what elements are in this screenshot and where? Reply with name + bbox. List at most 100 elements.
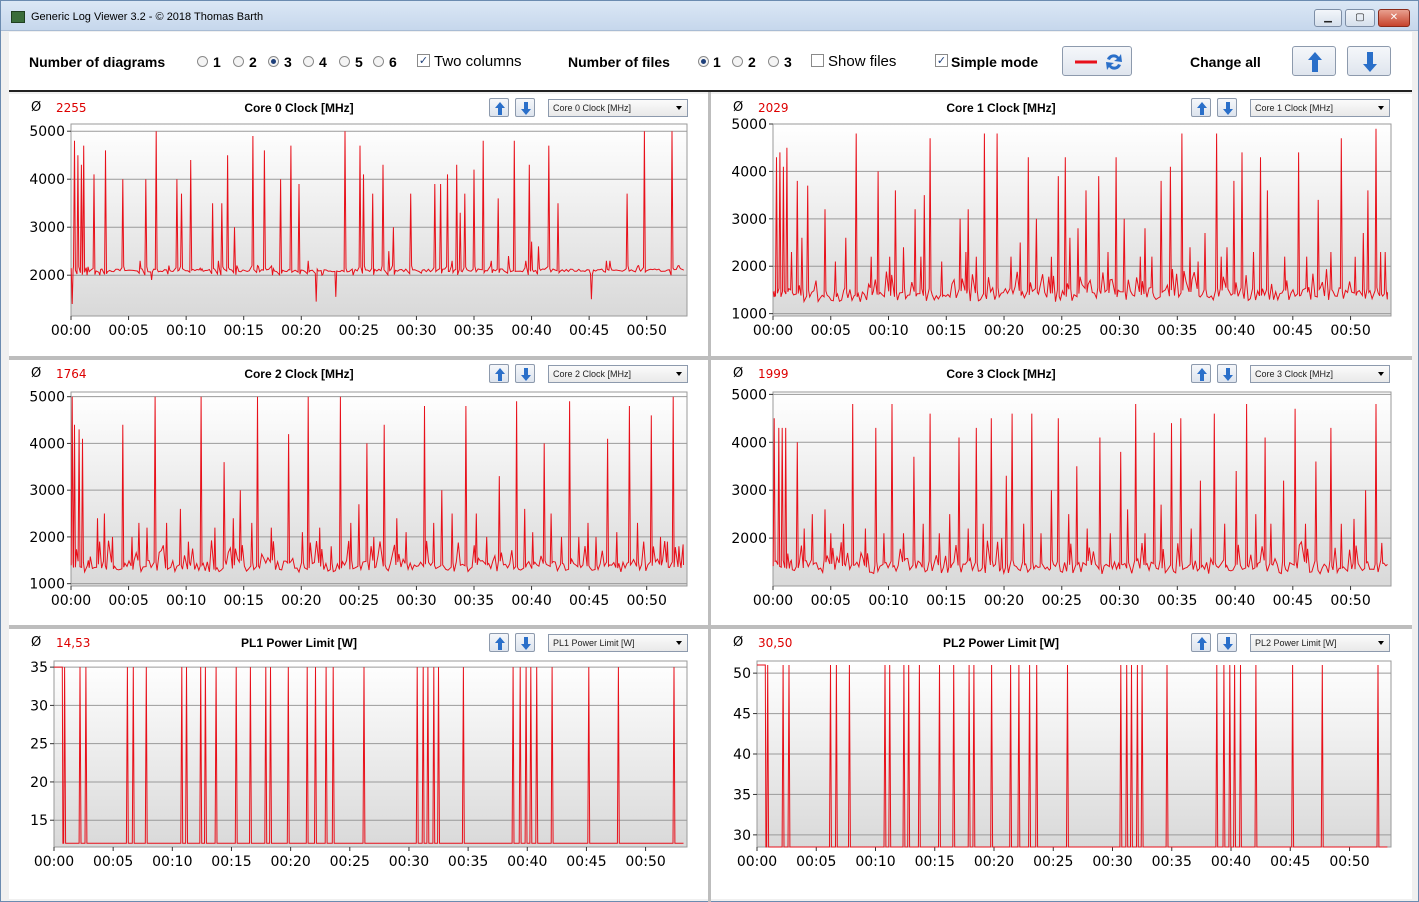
color-swap-button[interactable] <box>1062 46 1132 76</box>
simple-mode-label: Simple mode <box>951 54 1039 70</box>
x-tick-label: 00:45 <box>1273 323 1313 339</box>
files-radio-1[interactable] <box>698 56 709 67</box>
average-symbol: Ø <box>733 100 744 115</box>
series-up-button[interactable] <box>489 633 509 652</box>
diagrams-radio-4[interactable] <box>303 56 314 67</box>
average-value: 2255 <box>56 101 87 115</box>
y-tick-label: 40 <box>733 747 751 763</box>
series-down-button[interactable] <box>1217 364 1237 383</box>
x-tick-label: 00:30 <box>1099 593 1139 609</box>
x-tick-label: 00:40 <box>1215 593 1255 609</box>
series-line <box>772 128 1388 304</box>
y-tick-label: 20 <box>30 775 48 791</box>
x-tick-label: 00:35 <box>454 593 494 609</box>
series-line <box>772 403 1388 576</box>
series-down-button[interactable] <box>1217 98 1237 117</box>
series-down-button[interactable] <box>515 633 535 652</box>
series-select[interactable]: Core 1 Clock [MHz] <box>1250 99 1390 117</box>
x-tick-label: 00:15 <box>915 854 955 870</box>
x-tick-label: 00:20 <box>984 323 1024 339</box>
x-tick-label: 00:05 <box>108 593 148 609</box>
minimize-button[interactable]: ▁ <box>1314 9 1342 27</box>
series-select-value: Core 1 Clock [MHz] <box>1255 103 1334 113</box>
diagrams-radio-5[interactable] <box>339 56 350 67</box>
series-up-button[interactable] <box>489 364 509 383</box>
series-select[interactable]: Core 3 Clock [MHz] <box>1250 365 1390 383</box>
series-up-button[interactable] <box>489 98 509 117</box>
line-chart: 2000 3000 4000 5000 00:00 00:05 00:10 00:15 00:2… <box>29 123 688 339</box>
title-bar: Generic Log Viewer 3.2 - © 2018 Thomas B… <box>1 1 1418 31</box>
chart-panel: 2000 3000 4000 5000 00:00 00:05 00:10 00:15 00:2… <box>9 94 708 356</box>
x-tick-label: 00:25 <box>339 323 379 339</box>
series-up-button[interactable] <box>1191 364 1211 383</box>
average-value: 1764 <box>56 367 87 381</box>
files-radio-2[interactable] <box>732 56 743 67</box>
series-select-value: PL1 Power Limit [W] <box>553 638 635 648</box>
change-all-up-button[interactable] <box>1292 46 1336 76</box>
y-tick-label: 25 <box>30 737 48 753</box>
line-chart: 1000 2000 3000 4000 5000 00:00 00:05 00:10 00:15… <box>731 117 1392 339</box>
chevron-down-icon <box>1378 106 1384 110</box>
series-down-button[interactable] <box>515 98 535 117</box>
average-symbol: Ø <box>31 100 42 115</box>
files-option-label: 1 <box>713 54 721 70</box>
series-up-button[interactable] <box>1191 633 1211 652</box>
series-down-button[interactable] <box>515 364 535 383</box>
y-tick-label: 35 <box>733 787 751 803</box>
series-line <box>54 666 684 844</box>
x-tick-label: 00:20 <box>984 593 1024 609</box>
y-tick-label: 3000 <box>731 483 767 499</box>
arrow-up-icon <box>495 637 505 650</box>
x-tick-label: 00:15 <box>926 593 966 609</box>
x-tick-label: 00:40 <box>511 323 551 339</box>
diagrams-option-label: 6 <box>389 54 397 70</box>
x-tick-label: 00:30 <box>396 323 436 339</box>
change-all-down-button[interactable] <box>1347 46 1391 76</box>
diagrams-radio-3[interactable] <box>268 56 279 67</box>
average-value: 30,50 <box>758 636 793 650</box>
line-chart: 30 35 40 45 50 00:00 00:05 00:10 00:15 00:20 00:25… <box>733 660 1392 870</box>
diagrams-radio-2[interactable] <box>233 56 244 67</box>
x-tick-label: 00:05 <box>811 593 851 609</box>
two-columns-label: Two columns <box>434 53 522 70</box>
files-radio-3[interactable] <box>768 56 779 67</box>
series-select[interactable]: Core 0 Clock [MHz] <box>548 99 688 117</box>
y-tick-label: 5000 <box>29 124 65 140</box>
x-tick-label: 00:25 <box>1042 593 1082 609</box>
show-files-checkbox[interactable] <box>811 54 824 67</box>
x-tick-label: 00:50 <box>625 854 665 870</box>
x-tick-label: 00:05 <box>811 323 851 339</box>
arrow-up-icon <box>1308 52 1322 72</box>
y-tick-label: 5000 <box>731 387 767 403</box>
series-select[interactable]: PL2 Power Limit [W] <box>1250 634 1390 652</box>
series-select-value: Core 2 Clock [MHz] <box>553 369 632 379</box>
x-tick-label: 00:05 <box>796 854 836 870</box>
series-up-button[interactable] <box>1191 98 1211 117</box>
diagrams-radio-6[interactable] <box>373 56 384 67</box>
y-tick-label: 30 <box>733 828 751 844</box>
average-symbol: Ø <box>31 635 42 650</box>
average-value: 1999 <box>758 367 789 381</box>
y-tick-label: 1000 <box>29 577 65 593</box>
two-columns-checkbox[interactable]: ✓ <box>417 54 430 67</box>
close-button[interactable]: ✕ <box>1378 9 1410 27</box>
maximize-button[interactable]: ▢ <box>1345 9 1375 27</box>
chart-title: Core 3 Clock [MHz] <box>946 367 1056 381</box>
y-tick-label: 3000 <box>29 483 65 499</box>
x-tick-label: 00:00 <box>51 323 91 339</box>
x-tick-label: 00:25 <box>1033 854 1073 870</box>
series-down-button[interactable] <box>1217 633 1237 652</box>
x-tick-label: 00:10 <box>855 854 895 870</box>
diagrams-radio-1[interactable] <box>197 56 208 67</box>
x-tick-label: 00:40 <box>1211 854 1251 870</box>
series-select[interactable]: PL1 Power Limit [W] <box>548 634 688 652</box>
y-tick-label: 4000 <box>29 436 65 452</box>
y-tick-label: 5000 <box>29 390 65 406</box>
x-tick-label: 00:35 <box>1157 323 1197 339</box>
simple-mode-checkbox[interactable]: ✓ <box>935 54 948 67</box>
plot-area <box>70 123 688 317</box>
x-tick-label: 00:35 <box>454 323 494 339</box>
arrow-down-icon <box>521 637 531 650</box>
series-select[interactable]: Core 2 Clock [MHz] <box>548 365 688 383</box>
